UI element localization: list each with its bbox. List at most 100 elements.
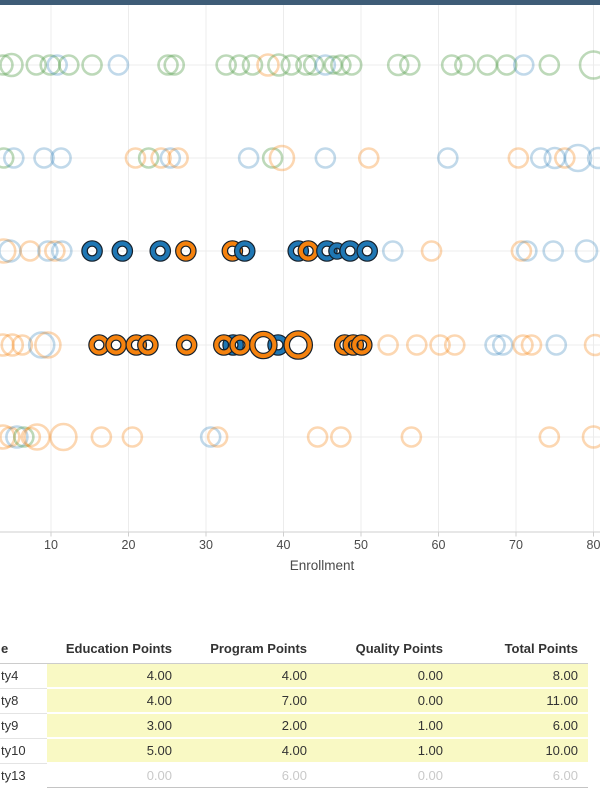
data-point-circle-faded[interactable] (81, 54, 103, 76)
data-point-circle-faded[interactable] (206, 426, 229, 448)
data-point-circle-faded[interactable] (157, 54, 179, 76)
data-point-circle-faded[interactable] (0, 54, 14, 76)
table-row[interactable]: ty4 4.00 4.00 0.00 8.00 (0, 663, 588, 689)
data-point-circle[interactable] (288, 241, 308, 261)
data-point-circle-faded[interactable] (0, 147, 15, 169)
data-point-circle-faded[interactable] (510, 240, 533, 262)
data-point-circle[interactable] (150, 241, 170, 261)
data-point-circle-faded[interactable] (20, 426, 42, 448)
data-point-circle[interactable] (235, 241, 255, 261)
data-point-circle-faded[interactable] (581, 425, 600, 449)
table-row[interactable]: ty13 0.00 6.00 0.00 6.00 (0, 763, 588, 788)
data-point-circle-faded[interactable] (586, 146, 600, 170)
table-row[interactable]: ty8 4.00 7.00 0.00 11.00 (0, 688, 588, 714)
data-point-circle[interactable] (177, 335, 197, 355)
data-point-circle-faded[interactable] (323, 55, 343, 75)
data-point-circle-faded[interactable] (0, 424, 16, 450)
data-point-circle-faded[interactable] (554, 147, 576, 169)
data-point-circle-faded[interactable] (215, 54, 237, 76)
data-point-circle-faded[interactable] (163, 54, 186, 76)
data-point-circle-faded[interactable] (19, 240, 41, 262)
data-point-circle[interactable] (357, 241, 377, 261)
data-point-circle-faded[interactable] (261, 147, 284, 169)
data-point-circle-faded[interactable] (39, 54, 62, 76)
data-point-circle-faded[interactable] (386, 53, 410, 77)
data-point-circle-faded[interactable] (512, 334, 534, 356)
data-point-circle-faded[interactable] (0, 333, 15, 357)
data-point-circle-faded[interactable] (400, 426, 423, 448)
data-point-circle-faded[interactable] (314, 54, 337, 76)
data-point-circle-faded[interactable] (538, 54, 561, 76)
data-point-circle-faded[interactable] (583, 333, 600, 357)
data-point-circle[interactable] (352, 335, 372, 355)
data-point-circle[interactable] (138, 335, 158, 355)
data-point-circle-faded[interactable] (0, 238, 17, 264)
data-point-circle-faded[interactable] (495, 54, 518, 76)
data-point-circle-faded[interactable] (405, 334, 428, 356)
data-point-circle-faded[interactable] (107, 54, 130, 76)
data-point-circle-faded[interactable] (381, 240, 404, 262)
data-point-circle-faded[interactable] (306, 426, 329, 448)
data-point-circle-faded[interactable] (11, 334, 34, 356)
data-point-circle-faded[interactable] (46, 54, 69, 76)
data-point-circle-faded[interactable] (159, 147, 182, 169)
data-point-circle-faded[interactable] (563, 143, 593, 173)
data-point-circle-faded[interactable] (90, 426, 113, 448)
data-point-circle-faded[interactable] (150, 147, 172, 169)
data-point-circle-faded[interactable] (58, 54, 80, 76)
data-point-circle-faded[interactable] (13, 426, 35, 448)
data-point-circle-faded[interactable] (529, 147, 552, 169)
data-point-circle[interactable] (82, 241, 102, 261)
data-point-circle-faded[interactable] (268, 144, 296, 172)
scatter-plot-canvas[interactable]: 10 20 30 40 50 60 70 80 Enrollment (0, 5, 600, 580)
data-point-circle[interactable] (230, 335, 250, 355)
data-point-circle-faded[interactable] (538, 426, 561, 448)
data-point-circle-faded[interactable] (0, 52, 24, 78)
data-point-circle-faded[interactable] (476, 54, 499, 76)
data-point-circle-faded[interactable] (199, 426, 222, 448)
data-point-circle-faded[interactable] (121, 426, 144, 448)
data-point-circle[interactable] (176, 241, 196, 261)
data-point-circle-faded[interactable] (5, 425, 29, 449)
data-point-circle-faded[interactable] (440, 54, 463, 76)
data-point-circle-faded[interactable] (454, 54, 476, 76)
data-point-circle-faded[interactable] (241, 54, 264, 76)
data-point-circle-faded[interactable] (27, 331, 56, 359)
data-point-circle-faded[interactable] (420, 240, 443, 262)
data-point-circle-faded[interactable] (399, 54, 421, 76)
data-point-circle-faded[interactable] (34, 331, 62, 359)
data-point-circle-faded[interactable] (512, 54, 535, 76)
data-point-circle-faded[interactable] (543, 146, 567, 170)
data-point-circle-faded[interactable] (228, 54, 251, 76)
data-point-circle-faded[interactable] (37, 240, 59, 262)
data-point-circle-faded[interactable] (3, 147, 25, 169)
data-point-circle[interactable] (112, 241, 132, 261)
data-point-circle-faded[interactable] (507, 147, 530, 169)
data-point-circle-faded[interactable] (377, 334, 399, 356)
data-point-circle-faded[interactable] (33, 147, 55, 169)
data-point-circle-faded[interactable] (330, 54, 352, 76)
data-point-circle-faded[interactable] (516, 240, 538, 262)
data-point-circle-faded[interactable] (0, 333, 25, 357)
data-point-circle-faded[interactable] (137, 147, 160, 169)
data-point-circle-faded[interactable] (314, 147, 337, 169)
data-point-circle-faded[interactable] (545, 334, 568, 356)
data-point-circle-faded[interactable] (49, 422, 78, 452)
data-point-circle-faded[interactable] (578, 50, 600, 80)
data-point-circle-faded[interactable] (520, 334, 543, 356)
data-point-circle-faded[interactable] (357, 147, 380, 169)
table-row[interactable]: ty9 3.00 2.00 1.00 6.00 (0, 713, 588, 739)
data-point-circle-faded[interactable] (295, 54, 317, 76)
data-point-circle-faded[interactable] (436, 147, 459, 169)
data-point-circle-faded[interactable] (302, 54, 325, 76)
data-point-circle-faded[interactable] (267, 53, 291, 77)
data-point-circle-faded[interactable] (542, 240, 565, 262)
data-point-circle-faded[interactable] (167, 147, 189, 169)
data-point-circle-faded[interactable] (330, 426, 352, 448)
data-point-circle-faded[interactable] (44, 240, 66, 262)
data-point-circle-faded[interactable] (50, 147, 72, 169)
data-point-circle-faded[interactable] (51, 240, 73, 262)
data-point-circle-faded[interactable] (237, 147, 260, 169)
table-row[interactable]: ty10 5.00 4.00 1.00 10.00 (0, 738, 588, 764)
data-point-circle-faded[interactable] (429, 334, 451, 356)
